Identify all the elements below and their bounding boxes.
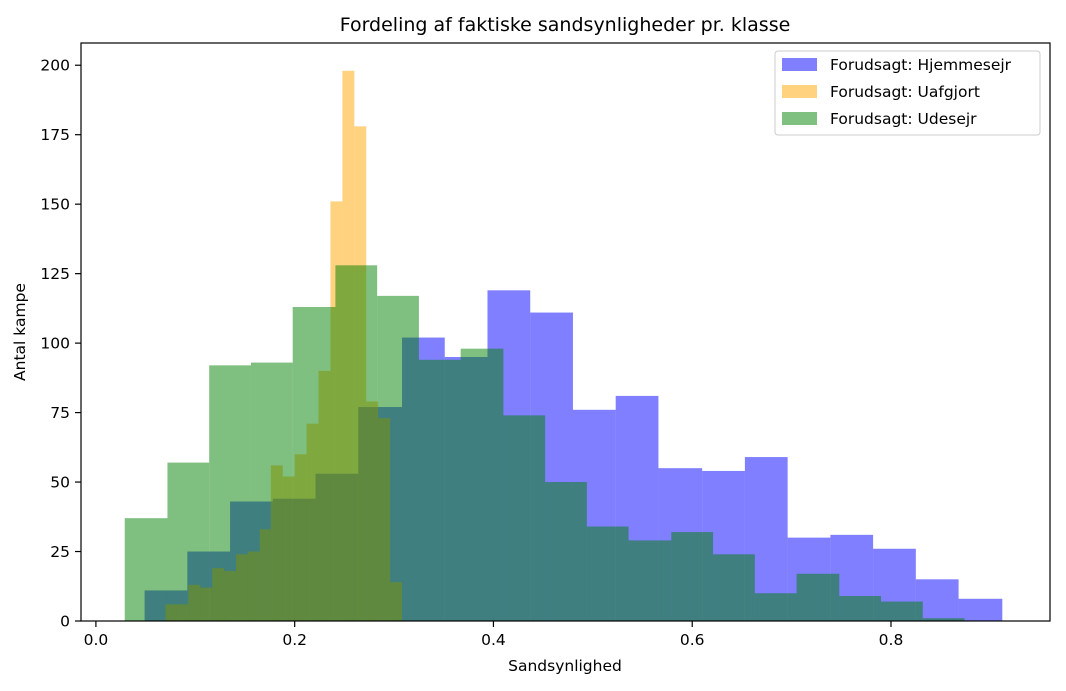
bar-series-3-bin-8 — [418, 359, 461, 621]
x-axis-label: Sandsynlighed — [508, 657, 622, 675]
bar-series-3-bin-17 — [796, 573, 840, 621]
bar-series-3-bin-3 — [209, 365, 251, 621]
bar-series-1-bin-19 — [915, 579, 959, 621]
legend-label-1: Forudsagt: Hjemmesejr — [830, 56, 1012, 74]
chart-title: Fordeling af faktiske sandsynligheder pr… — [340, 14, 791, 36]
legend-label-2: Forudsagt: Uafgjort — [830, 83, 980, 101]
y-tick-label: 75 — [50, 404, 70, 422]
bar-series-3-bin-11 — [545, 482, 587, 621]
y-axis-ticks: 0 25 50 75 100 125 150 175 200 — [40, 57, 81, 631]
legend-swatch-2 — [782, 85, 817, 98]
bar-series-3-bin-13 — [628, 540, 672, 621]
bar-series-3-bin-1 — [124, 518, 168, 621]
legend: Forudsagt: Hjemmesejr Forudsagt: Uafgjort… — [774, 50, 1041, 136]
legend-label-3: Forudsagt: Udesejr — [830, 110, 977, 128]
bar-series-3-bin-12 — [586, 526, 629, 621]
x-tick-label: 0.8 — [879, 631, 904, 649]
bar-series-3-bin-18 — [839, 595, 882, 621]
bar-series-3-bin-19 — [881, 601, 923, 621]
bar-series-3-bin-10 — [503, 415, 546, 621]
y-tick-label: 100 — [40, 335, 70, 353]
bar-series-3-bin-16 — [754, 593, 797, 621]
bar-series-3-bin-2 — [167, 462, 210, 621]
plot-frame — [80, 42, 1051, 622]
bar-series-3-bin-20 — [922, 618, 965, 621]
y-tick-label: 25 — [50, 543, 70, 561]
legend-swatch-3 — [782, 112, 817, 125]
x-tick-label: 0.0 — [84, 631, 109, 649]
y-tick-label: 175 — [40, 126, 70, 144]
x-tick-label: 0.4 — [481, 631, 506, 649]
bar-series-3-bin-4 — [250, 362, 293, 621]
series-3-bars — [124, 265, 965, 622]
bar-series-3-bin-7 — [377, 295, 419, 622]
y-tick-label: 125 — [40, 265, 70, 283]
bars-layer — [124, 70, 1003, 622]
y-tick-label: 150 — [40, 196, 70, 214]
bar-series-3-bin-6 — [335, 265, 378, 621]
bar-series-3-bin-5 — [292, 306, 336, 621]
x-tick-label: 0.6 — [680, 631, 705, 649]
bar-series-3-bin-14 — [671, 532, 714, 621]
legend-box — [774, 50, 1041, 136]
x-tick-label: 0.2 — [282, 631, 307, 649]
bar-series-3-bin-9 — [460, 348, 504, 621]
bar-series-3-bin-15 — [713, 554, 755, 621]
y-axis-label: Antal kampe — [11, 283, 29, 381]
y-tick-label: 50 — [50, 474, 70, 492]
y-tick-label: 200 — [40, 57, 70, 75]
bar-series-1-bin-20 — [958, 598, 1003, 621]
legend-swatch-1 — [782, 58, 817, 71]
x-axis-ticks: 0.0 0.2 0.4 0.6 0.8 — [84, 621, 904, 649]
y-tick-label: 0 — [60, 613, 70, 631]
